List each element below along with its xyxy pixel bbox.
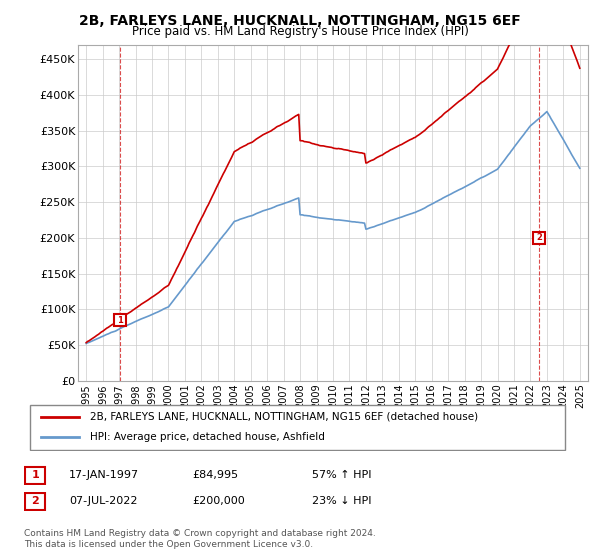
FancyBboxPatch shape — [25, 466, 45, 484]
Text: Contains HM Land Registry data © Crown copyright and database right 2024.
This d: Contains HM Land Registry data © Crown c… — [24, 529, 376, 549]
Text: 2B, FARLEYS LANE, HUCKNALL, NOTTINGHAM, NG15 6EF: 2B, FARLEYS LANE, HUCKNALL, NOTTINGHAM, … — [79, 14, 521, 28]
Text: Price paid vs. HM Land Registry's House Price Index (HPI): Price paid vs. HM Land Registry's House … — [131, 25, 469, 38]
Text: 2B, FARLEYS LANE, HUCKNALL, NOTTINGHAM, NG15 6EF (detached house): 2B, FARLEYS LANE, HUCKNALL, NOTTINGHAM, … — [90, 412, 478, 422]
Text: £200,000: £200,000 — [192, 496, 245, 506]
Text: HPI: Average price, detached house, Ashfield: HPI: Average price, detached house, Ashf… — [90, 432, 325, 442]
Text: 2: 2 — [536, 234, 542, 242]
Text: 17-JAN-1997: 17-JAN-1997 — [69, 470, 139, 480]
Text: 07-JUL-2022: 07-JUL-2022 — [69, 496, 137, 506]
Text: £84,995: £84,995 — [192, 470, 238, 480]
Text: 57% ↑ HPI: 57% ↑ HPI — [312, 470, 371, 480]
FancyBboxPatch shape — [29, 405, 565, 450]
FancyBboxPatch shape — [25, 493, 45, 510]
Text: 2: 2 — [32, 497, 39, 506]
Text: 23% ↓ HPI: 23% ↓ HPI — [312, 496, 371, 506]
Text: 1: 1 — [117, 315, 123, 325]
Text: 1: 1 — [32, 470, 39, 480]
